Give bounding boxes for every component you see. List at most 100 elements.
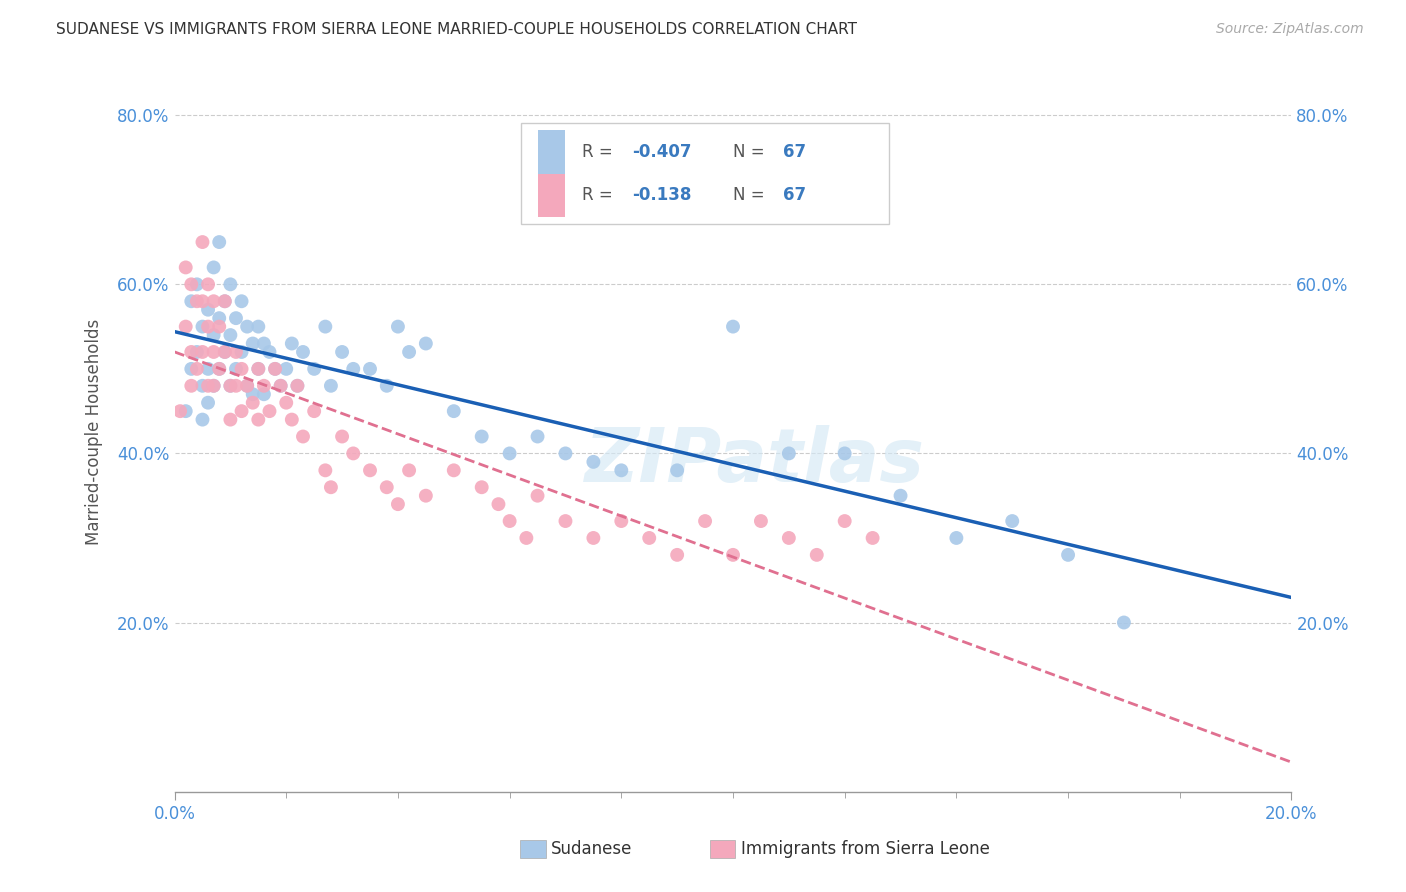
Point	[638, 531, 661, 545]
Point	[202, 378, 225, 392]
Point	[236, 319, 259, 334]
Point	[375, 480, 398, 494]
Point	[834, 514, 856, 528]
Point	[582, 531, 605, 545]
Point	[180, 378, 202, 392]
Point	[214, 345, 236, 359]
Text: N =: N =	[733, 186, 770, 204]
Point	[202, 345, 225, 359]
Point	[498, 514, 520, 528]
Point	[202, 378, 225, 392]
Point	[197, 302, 219, 317]
Point	[302, 404, 325, 418]
Point	[231, 404, 253, 418]
Point	[319, 480, 342, 494]
Text: Source: ZipAtlas.com: Source: ZipAtlas.com	[1216, 22, 1364, 37]
Point	[247, 362, 270, 376]
Point	[471, 480, 494, 494]
Point	[225, 345, 247, 359]
Point	[169, 404, 191, 418]
Point	[191, 345, 214, 359]
Point	[610, 514, 633, 528]
Point	[247, 362, 270, 376]
Point	[889, 489, 911, 503]
Point	[319, 378, 342, 392]
Point	[749, 514, 772, 528]
Point	[219, 277, 242, 292]
Point	[208, 362, 231, 376]
Point	[191, 294, 214, 309]
Point	[287, 378, 309, 392]
Point	[778, 446, 800, 460]
Point	[398, 463, 420, 477]
Point	[236, 378, 259, 392]
Point	[443, 404, 465, 418]
Point	[314, 463, 336, 477]
Point	[666, 548, 689, 562]
Point	[231, 294, 253, 309]
Point	[208, 235, 231, 249]
Point	[264, 362, 287, 376]
Point	[554, 446, 576, 460]
Bar	[520, 123, 890, 224]
Point	[526, 429, 548, 443]
Point	[387, 319, 409, 334]
Point	[281, 336, 304, 351]
Point	[197, 319, 219, 334]
Point	[276, 395, 298, 409]
Point	[314, 319, 336, 334]
Point	[276, 362, 298, 376]
Point	[264, 362, 287, 376]
Y-axis label: Married-couple Households: Married-couple Households	[86, 319, 103, 545]
Point	[180, 277, 202, 292]
Text: Sudanese: Sudanese	[551, 840, 633, 858]
Point	[498, 446, 520, 460]
Point	[415, 336, 437, 351]
Point	[515, 531, 537, 545]
Point	[197, 362, 219, 376]
Point	[287, 378, 309, 392]
Point	[259, 345, 281, 359]
Point	[253, 387, 276, 401]
Point	[834, 446, 856, 460]
Point	[231, 362, 253, 376]
Point	[225, 378, 247, 392]
Point	[398, 345, 420, 359]
Point	[208, 362, 231, 376]
Point	[342, 362, 364, 376]
Point	[359, 463, 381, 477]
Point	[208, 319, 231, 334]
Point	[174, 404, 197, 418]
Point	[806, 548, 828, 562]
Point	[330, 345, 353, 359]
Point	[471, 429, 494, 443]
Point	[174, 319, 197, 334]
Point	[359, 362, 381, 376]
Point	[191, 235, 214, 249]
Point	[253, 378, 276, 392]
Point	[208, 311, 231, 326]
Point	[330, 429, 353, 443]
Point	[231, 345, 253, 359]
Point	[180, 294, 202, 309]
Point	[197, 277, 219, 292]
Point	[1112, 615, 1135, 630]
Point	[202, 328, 225, 343]
Point	[186, 362, 208, 376]
Text: N =: N =	[733, 143, 770, 161]
Text: 67: 67	[783, 143, 807, 161]
Point	[242, 336, 264, 351]
Point	[214, 294, 236, 309]
Point	[219, 378, 242, 392]
Point	[693, 514, 716, 528]
Point	[242, 387, 264, 401]
Point	[214, 345, 236, 359]
Point	[375, 378, 398, 392]
Bar	[537, 174, 565, 217]
Point	[202, 294, 225, 309]
Point	[862, 531, 884, 545]
Text: -0.407: -0.407	[633, 143, 692, 161]
Bar	[537, 130, 565, 174]
Point	[387, 497, 409, 511]
Point	[191, 412, 214, 426]
